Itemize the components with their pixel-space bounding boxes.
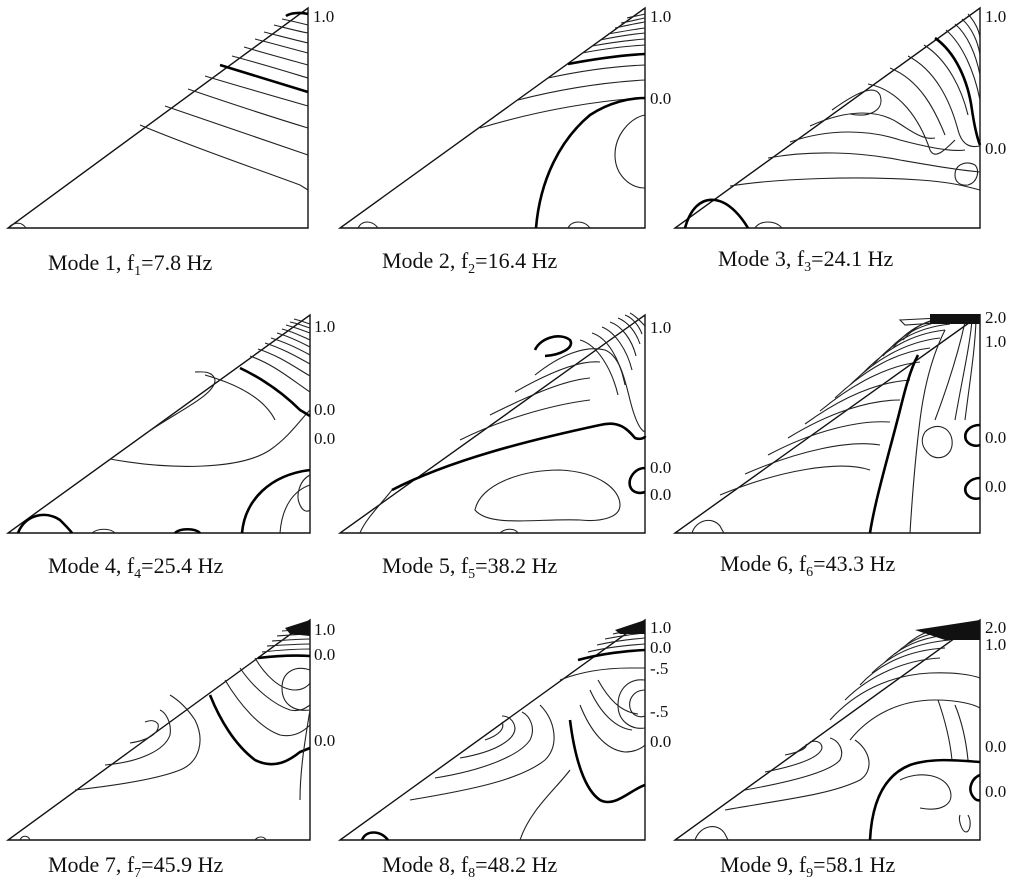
panel-mode-5: 1.0 0.0 0.0 Mode 5, f5=38.2 Hz bbox=[337, 312, 671, 582]
triangle-domain bbox=[337, 618, 646, 841]
panel-mode-8: 1.0 0.0 -.5 -.5 0.0 Mode 8, f8=48.2 Hz bbox=[337, 618, 671, 880]
contour-level-label: 0.0 bbox=[650, 732, 671, 751]
contour-level-label: 0.0 bbox=[650, 89, 671, 108]
contour-level-label: 0.0 bbox=[985, 737, 1006, 756]
dense-contour-region bbox=[930, 314, 980, 324]
contour-level-label: 1.0 bbox=[985, 635, 1006, 654]
contour-level-label: 0.0 bbox=[650, 458, 671, 477]
triangle-domain bbox=[5, 618, 311, 841]
contour-level-label: 1.0 bbox=[650, 7, 671, 26]
contour-level-label: 0.0 bbox=[985, 782, 1006, 801]
contour-level-label: 0.0 bbox=[314, 400, 335, 419]
contour-level-label: 0.0 bbox=[985, 477, 1006, 496]
contour-level-label: 2.0 bbox=[985, 618, 1006, 637]
contour-level-label: 0.0 bbox=[314, 645, 335, 664]
panel-caption: Mode 9, f9=58.1 Hz bbox=[720, 852, 895, 880]
dense-contour-region bbox=[915, 620, 980, 640]
contour-level-label: 0.0 bbox=[650, 638, 671, 657]
panel-caption: Mode 1, f1=7.8 Hz bbox=[48, 250, 212, 279]
panel-caption: Mode 5, f5=38.2 Hz bbox=[382, 553, 557, 582]
contour-level-label: 1.0 bbox=[314, 620, 335, 639]
triangle-domain bbox=[337, 6, 646, 229]
contour-level-label: 1.0 bbox=[314, 317, 335, 336]
contour-level-label: 1.0 bbox=[650, 318, 671, 337]
panel-mode-6: 2.0 1.0 0.0 0.0 Mode 6, f6=43.3 Hz bbox=[672, 308, 1006, 580]
triangle-domain bbox=[5, 313, 311, 534]
panel-caption: Mode 4, f4=25.4 Hz bbox=[48, 553, 223, 582]
contour-level-label: 0.0 bbox=[314, 429, 335, 448]
contour-lines bbox=[360, 628, 646, 841]
contour-level-label: 1.0 bbox=[313, 7, 334, 26]
dense-contour-region bbox=[285, 620, 310, 636]
contour-level-label: -.5 bbox=[650, 702, 668, 721]
contour-level-label: 0.0 bbox=[985, 139, 1006, 158]
triangle-domain bbox=[5, 6, 309, 229]
contour-lines bbox=[19, 629, 311, 841]
panel-caption: Mode 2, f2=16.4 Hz bbox=[382, 248, 557, 277]
panel-caption: Mode 3, f3=24.1 Hz bbox=[718, 246, 893, 275]
panel-caption: Mode 8, f8=48.2 Hz bbox=[382, 852, 557, 880]
panel-mode-7: 1.0 0.0 0.0 Mode 7, f7=45.9 Hz bbox=[5, 618, 335, 880]
triangle-domain bbox=[672, 6, 981, 229]
panel-mode-1: 1.0 Mode 1, f1=7.8 Hz bbox=[5, 6, 334, 279]
contour-level-label: 1.0 bbox=[985, 7, 1006, 26]
panel-mode-3: 1.0 0.0 Mode 3, f3=24.1 Hz bbox=[672, 6, 1006, 275]
contour-level-label: 1.0 bbox=[985, 332, 1006, 351]
contour-level-label: 1.0 bbox=[650, 618, 671, 637]
contour-lines bbox=[683, 13, 982, 229]
dense-contour-region bbox=[615, 620, 645, 634]
contour-lines bbox=[357, 13, 646, 229]
contour-level-label: 0.0 bbox=[985, 428, 1006, 447]
contour-level-label: 0.0 bbox=[314, 731, 335, 750]
panel-mode-4: 1.0 0.0 0.0 Mode 4, f4=25.4 Hz bbox=[5, 313, 335, 582]
triangle-domain bbox=[672, 618, 981, 841]
contour-lines bbox=[691, 315, 981, 534]
contour-level-label: 2.0 bbox=[985, 308, 1006, 327]
triangle-domain bbox=[337, 313, 646, 534]
contour-lines bbox=[694, 624, 981, 841]
triangle-domain bbox=[672, 313, 981, 534]
contour-level-label: -.5 bbox=[650, 659, 668, 678]
panel-mode-9: 2.0 1.0 0.0 0.0 Mode 9, f9=58.1 Hz bbox=[672, 618, 1006, 880]
contour-level-label: 0.0 bbox=[650, 485, 671, 504]
panel-mode-2: 1.0 0.0 Mode 2, f2=16.4 Hz bbox=[337, 6, 671, 277]
contour-lines bbox=[9, 11, 309, 229]
panel-caption: Mode 7, f7=45.9 Hz bbox=[48, 852, 223, 880]
contour-lines bbox=[359, 312, 647, 534]
panel-caption: Mode 6, f6=43.3 Hz bbox=[720, 551, 895, 580]
contour-lines bbox=[16, 318, 311, 535]
